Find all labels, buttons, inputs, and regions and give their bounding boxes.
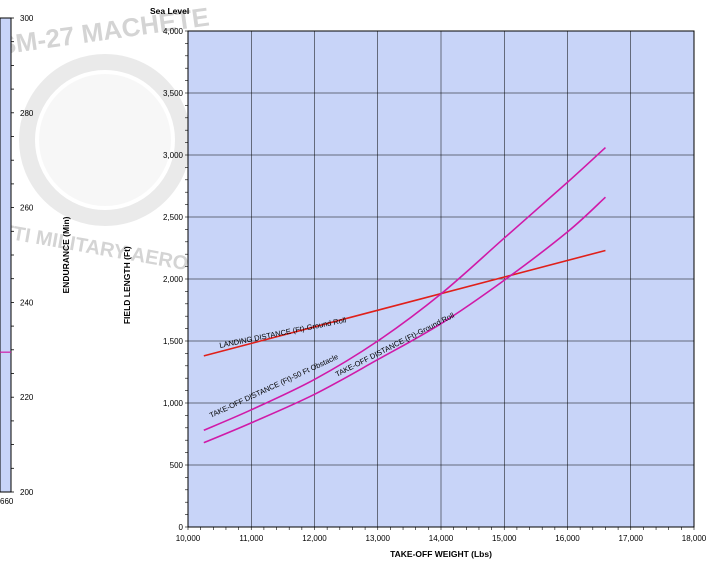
- y-tick-label: 3,000: [163, 151, 184, 160]
- watermark-ring: [19, 54, 191, 226]
- x-axis-title: TAKE-OFF WEIGHT (Lbs): [390, 549, 492, 559]
- endurance-tick-label: 240: [20, 298, 34, 307]
- endurance-tick-label: 260: [20, 204, 34, 213]
- x-tick-label: 10,000: [176, 534, 201, 543]
- endurance-tick-label: 300: [20, 14, 34, 23]
- chart-title: Sea Level: [150, 6, 189, 16]
- landing-ground-roll-line: [203, 249, 606, 357]
- y-tick-label: 500: [170, 461, 184, 470]
- y-tick-label: 0: [179, 523, 184, 532]
- x-tick-label: 13,000: [366, 534, 391, 543]
- x-tick-label: 15,000: [492, 534, 517, 543]
- x-tick-label: 11,000: [239, 534, 263, 543]
- y-tick-label: 4,000: [163, 27, 184, 36]
- endurance-tick-label: 280: [20, 109, 34, 118]
- endurance-y-axis-title: ENDURANCE (Min): [61, 216, 71, 293]
- watermark-text-bottom: TTI MILITARY AEROS: [0, 221, 203, 278]
- takeoff-ground-roll-line: [203, 196, 606, 444]
- endurance-panel: 200 220 240 260 280 300 660 ENDURANCE (Min): [0, 14, 71, 506]
- endurance-tick-label: 220: [20, 393, 34, 402]
- endurance-x-tick-label: 660: [0, 497, 14, 506]
- endurance-tick-label: 200: [20, 488, 34, 497]
- takeoff-50ft-obstacle-line: [203, 146, 606, 432]
- y-tick-label: 2,000: [163, 275, 184, 284]
- y-tick-label: 3,500: [163, 89, 184, 98]
- y-tick-label: 2,500: [163, 213, 184, 222]
- x-tick-label: 16,000: [555, 534, 580, 543]
- x-tick-label: 17,000: [619, 534, 644, 543]
- y-tick-label: 1,500: [163, 337, 184, 346]
- x-tick-label: 14,000: [429, 534, 454, 543]
- x-tick-label: 18,000: [682, 534, 707, 543]
- x-tick-label: 12,000: [302, 534, 327, 543]
- watermark-disc: [39, 74, 171, 206]
- endurance-plot-area: [0, 17, 12, 493]
- y-axis-title: FIELD LENGTH (Ft): [122, 246, 132, 324]
- field-length-chart: 10,000 11,000 12,000 13,000 14,000 15,000 16,0…: [122, 6, 707, 559]
- y-tick-label: 1,000: [163, 399, 184, 408]
